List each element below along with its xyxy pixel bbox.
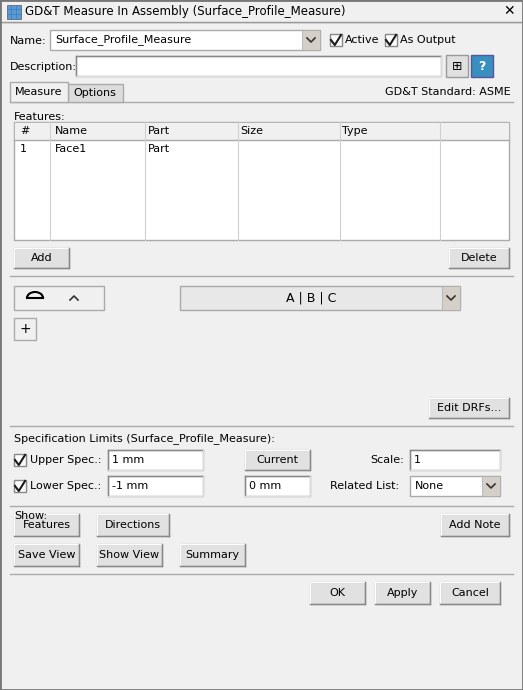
Text: Show:: Show: xyxy=(14,511,47,521)
Bar xyxy=(245,476,310,496)
Text: Save View: Save View xyxy=(18,550,75,560)
Bar xyxy=(482,476,500,496)
Text: Options: Options xyxy=(74,88,117,98)
Text: OK: OK xyxy=(329,588,346,598)
Text: Cancel: Cancel xyxy=(451,588,489,598)
Bar xyxy=(68,84,123,102)
Bar xyxy=(14,122,509,240)
Text: 1 mm: 1 mm xyxy=(112,455,144,465)
Text: Apply: Apply xyxy=(387,588,418,598)
Bar xyxy=(449,248,509,268)
Text: Part: Part xyxy=(148,144,170,154)
Text: GD&T Standard: ASME: GD&T Standard: ASME xyxy=(385,87,511,97)
Bar xyxy=(446,55,468,77)
Text: 0 mm: 0 mm xyxy=(249,481,281,491)
Bar xyxy=(14,514,79,536)
Text: Summary: Summary xyxy=(186,550,240,560)
Bar xyxy=(108,476,203,496)
Bar xyxy=(14,248,69,268)
Text: 1: 1 xyxy=(20,144,27,154)
Text: Lower Spec.:: Lower Spec.: xyxy=(30,481,101,491)
Text: Name:: Name: xyxy=(10,36,47,46)
Bar xyxy=(245,450,310,470)
Bar xyxy=(10,82,68,102)
Bar xyxy=(97,544,162,566)
Bar xyxy=(180,286,460,310)
Bar xyxy=(14,122,509,140)
Text: ⊞: ⊞ xyxy=(452,59,462,72)
Bar xyxy=(7,5,21,19)
Bar xyxy=(14,454,26,466)
Bar xyxy=(14,318,36,340)
Bar xyxy=(471,55,493,77)
Text: 1: 1 xyxy=(414,455,421,465)
Text: Specification Limits (Surface_Profile_Measure):: Specification Limits (Surface_Profile_Me… xyxy=(14,433,275,444)
Text: Size: Size xyxy=(240,126,263,136)
Text: -1 mm: -1 mm xyxy=(112,481,148,491)
Text: ?: ? xyxy=(479,59,486,72)
Bar xyxy=(440,582,500,604)
Text: Part: Part xyxy=(148,126,170,136)
Text: Features:: Features: xyxy=(14,112,65,122)
Text: GD&T Measure In Assembly (Surface_Profile_Measure): GD&T Measure In Assembly (Surface_Profil… xyxy=(25,5,346,17)
Bar xyxy=(14,286,104,310)
Bar xyxy=(385,34,397,46)
Bar xyxy=(180,544,245,566)
Text: Scale:: Scale: xyxy=(370,455,404,465)
Bar xyxy=(442,286,460,310)
Text: Add: Add xyxy=(31,253,52,263)
Text: Features: Features xyxy=(22,520,71,530)
Bar xyxy=(310,582,365,604)
Text: Related List:: Related List: xyxy=(330,481,399,491)
Bar xyxy=(410,476,500,496)
Text: #: # xyxy=(20,126,29,136)
Bar xyxy=(302,30,320,50)
Bar xyxy=(0,0,523,22)
Text: Type: Type xyxy=(342,126,368,136)
Text: Description:: Description: xyxy=(10,62,77,72)
Bar xyxy=(330,34,342,46)
Bar xyxy=(14,480,26,492)
Bar xyxy=(97,514,169,536)
Text: +: + xyxy=(19,322,31,336)
Bar xyxy=(441,514,509,536)
Text: Add Note: Add Note xyxy=(449,520,501,530)
Text: Delete: Delete xyxy=(461,253,497,263)
Text: As Output: As Output xyxy=(400,35,456,45)
Bar xyxy=(14,544,79,566)
Bar xyxy=(375,582,430,604)
Text: None: None xyxy=(415,481,444,491)
Text: ✕: ✕ xyxy=(503,4,515,18)
Text: Directions: Directions xyxy=(105,520,161,530)
Text: Edit DRFs...: Edit DRFs... xyxy=(437,403,501,413)
Text: Measure: Measure xyxy=(15,87,63,97)
Bar xyxy=(108,450,203,470)
Text: Show View: Show View xyxy=(99,550,160,560)
Bar xyxy=(410,450,500,470)
Bar xyxy=(76,56,441,76)
Text: Current: Current xyxy=(256,455,299,465)
Bar xyxy=(50,30,320,50)
Text: Upper Spec.:: Upper Spec.: xyxy=(30,455,101,465)
Bar xyxy=(429,398,509,418)
Text: A | B | C: A | B | C xyxy=(286,291,336,304)
Text: Face1: Face1 xyxy=(55,144,87,154)
Text: Surface_Profile_Measure: Surface_Profile_Measure xyxy=(55,34,191,46)
Text: Name: Name xyxy=(55,126,88,136)
Text: Active: Active xyxy=(345,35,380,45)
